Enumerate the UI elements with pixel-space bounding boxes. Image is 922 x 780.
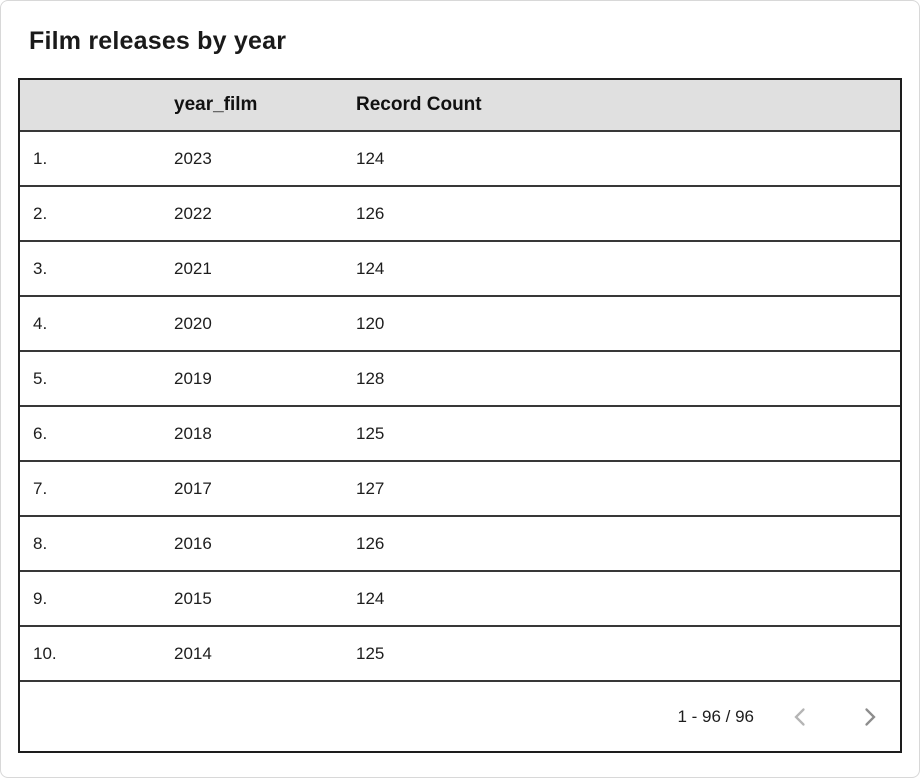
cell-record-count: 120	[356, 313, 385, 333]
pagination-next-button[interactable]	[856, 703, 884, 731]
table-row: 6. 2018 125	[20, 407, 900, 462]
cell-record-count: 127	[356, 478, 385, 498]
table-row: 9. 2015 124	[20, 572, 900, 627]
table-row: 10. 2014 125	[20, 627, 900, 682]
row-index: 4.	[33, 313, 48, 333]
row-index: 5.	[33, 368, 48, 388]
row-index: 6.	[33, 423, 48, 443]
table-body: 1. 2023 124 2. 2022 126 3. 2021 124 4. 2020 120 5. 20…	[20, 132, 900, 682]
table-header-row: year_film Record Count	[20, 80, 900, 132]
cell-record-count: 125	[356, 423, 385, 443]
cell-year-film: 2017	[174, 478, 212, 498]
cell-year-film: 2023	[174, 148, 212, 168]
cell-record-count: 125	[356, 643, 385, 663]
table-row: 1. 2023 124	[20, 132, 900, 187]
table-footer: 1 - 96 / 96	[20, 682, 900, 751]
cell-record-count: 126	[356, 203, 385, 223]
cell-year-film: 2020	[174, 313, 212, 333]
cell-year-film: 2022	[174, 203, 212, 223]
table-row: 3. 2021 124	[20, 242, 900, 297]
cell-record-count: 124	[356, 258, 385, 278]
table-row: 7. 2017 127	[20, 462, 900, 517]
cell-year-film: 2015	[174, 588, 212, 608]
column-header-year_film: year_film	[174, 94, 258, 115]
row-index: 1.	[33, 148, 48, 168]
cell-record-count: 126	[356, 533, 385, 553]
row-index: 7.	[33, 478, 48, 498]
cell-year-film: 2016	[174, 533, 212, 553]
row-index: 10.	[33, 643, 57, 663]
cell-year-film: 2021	[174, 258, 212, 278]
cell-year-film: 2018	[174, 423, 212, 443]
row-index: 8.	[33, 533, 48, 553]
chart-title: Film releases by year	[29, 27, 287, 55]
cell-year-film: 2014	[174, 643, 212, 663]
row-index: 9.	[33, 588, 48, 608]
table-row: 5. 2019 128	[20, 352, 900, 407]
table-row: 4. 2020 120	[20, 297, 900, 352]
pagination-prev-button[interactable]	[786, 703, 814, 731]
row-index: 3.	[33, 258, 48, 278]
table-row: 2. 2022 126	[20, 187, 900, 242]
cell-year-film: 2019	[174, 368, 212, 388]
cell-record-count: 124	[356, 588, 385, 608]
cell-record-count: 128	[356, 368, 385, 388]
data-table: year_film Record Count 1. 2023 124 2. 2022 126…	[18, 78, 902, 753]
table-row: 8. 2016 126	[20, 517, 900, 572]
cell-record-count: 124	[356, 148, 385, 168]
column-header-record_count: Record Count	[356, 94, 482, 115]
pagination-range: 1 - 96 / 96	[677, 706, 754, 726]
row-index: 2.	[33, 203, 48, 223]
chevron-right-icon	[858, 705, 882, 729]
chevron-left-icon	[788, 705, 812, 729]
